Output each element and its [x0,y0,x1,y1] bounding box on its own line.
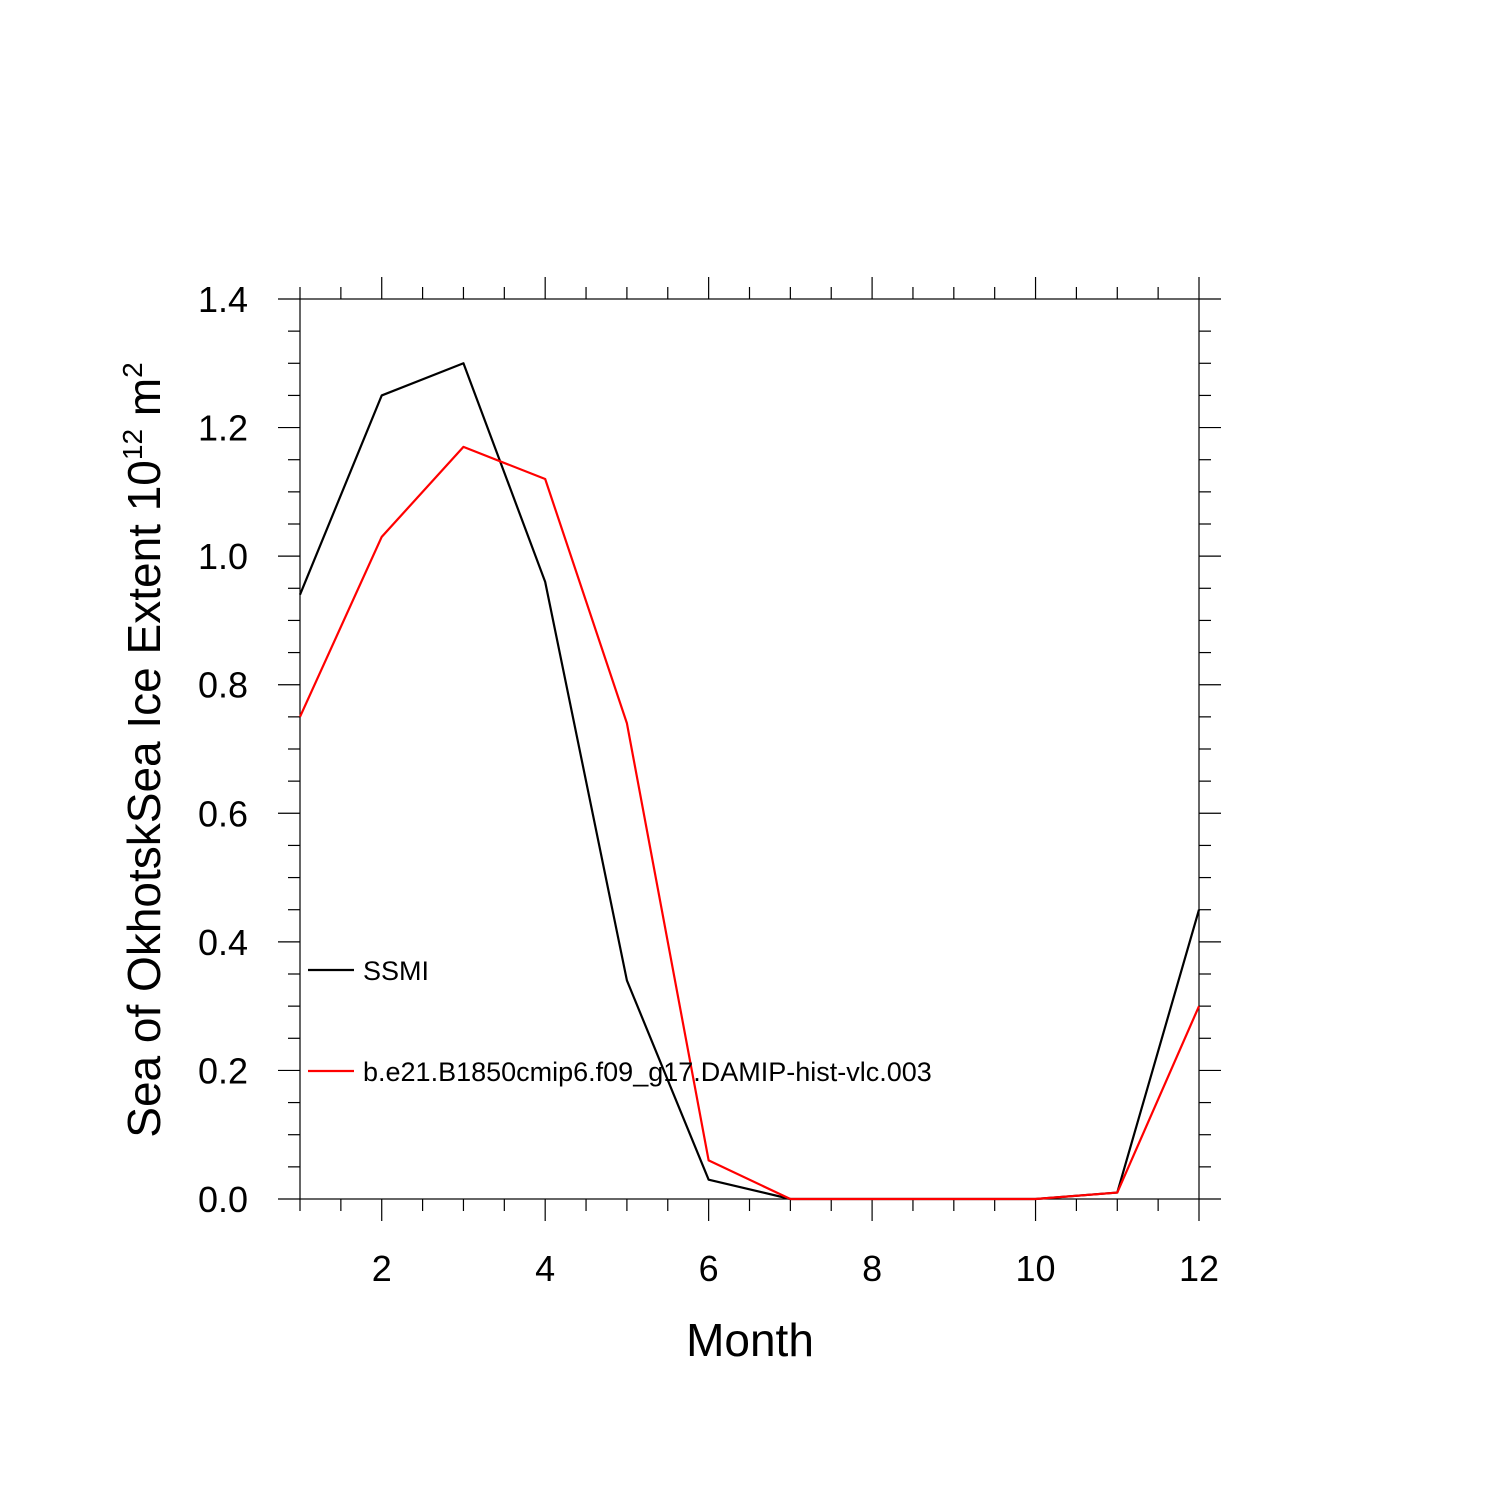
x-tick-label: 8 [862,1248,882,1289]
y-tick-label: 1.2 [198,408,248,449]
x-tick-label: 4 [535,1248,555,1289]
legend: SSMI b.e21.B1850cmip6.f09_g17.DAMIP-hist-… [308,956,932,1087]
y-tick-label: 0.8 [198,665,248,706]
y-axis-title-unit-exponent: 2 [117,362,148,378]
y-tick-label: 0.0 [198,1179,248,1220]
x-axis-title: Month [686,1314,814,1366]
y-axis-title-main: Sea of OkhotskSea Ice Extent 10 [118,460,170,1138]
x-tick-label: 6 [699,1248,719,1289]
legend-label: SSMI [363,956,429,986]
x-tick-label: 2 [372,1248,392,1289]
y-tick-label: 0.4 [198,922,248,963]
x-tick-label: 10 [1016,1248,1056,1289]
y-tick-label: 0.6 [198,793,248,834]
series-lines [298,362,1201,1201]
y-tick-label: 1.4 [198,279,248,320]
series-line-model [298,445,1201,1201]
y-axis-title: Sea of OkhotskSea Ice Extent 1012 m2 [117,362,170,1137]
y-axis-title-unit: m [118,378,170,429]
axis-ticks [278,277,1221,1221]
y-axis-title-exponent: 12 [117,429,148,460]
y-tick-label: 1.0 [198,536,248,577]
x-tick-label: 12 [1179,1248,1219,1289]
legend-label: b.e21.B1850cmip6.f09_g17.DAMIP-hist-vlc.… [363,1057,932,1087]
y-tick-label: 0.2 [198,1050,248,1091]
tick-labels: 2 4 6 8 10 12 0.0 0.2 0.4 0.6 0.8 1.0 1.2 1.4 [198,279,1219,1289]
